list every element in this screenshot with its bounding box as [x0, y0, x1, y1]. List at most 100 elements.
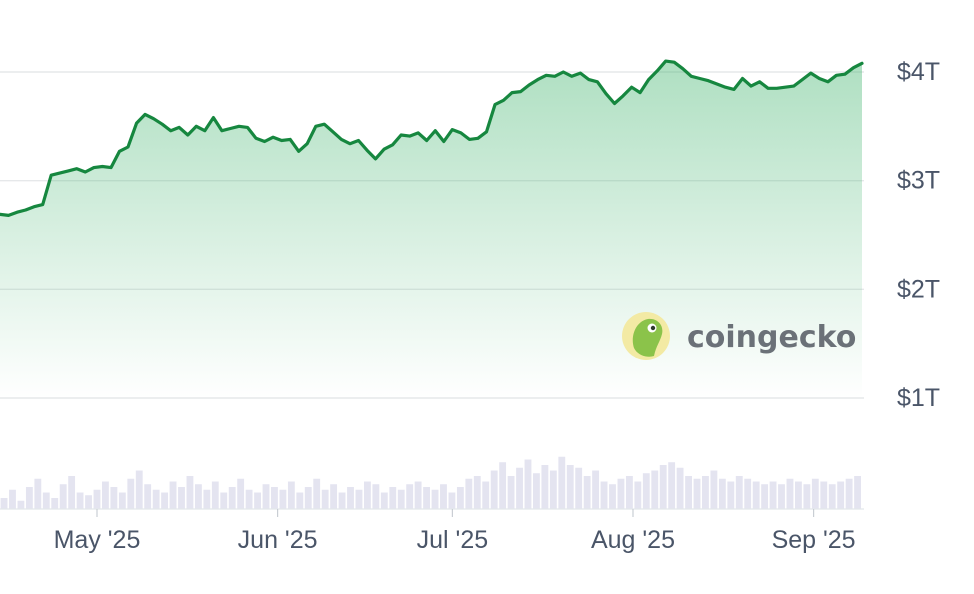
volume-bar [296, 492, 304, 509]
volume-bar [609, 484, 616, 509]
volume-bar [237, 478, 245, 509]
volume-bar [769, 481, 777, 509]
volume-bar [211, 481, 219, 509]
volume-bar [456, 487, 464, 509]
volume-bar [118, 492, 126, 509]
volume-bar [727, 481, 735, 509]
volume-bar [592, 470, 600, 509]
volume-bar [51, 498, 59, 509]
volume-bar [245, 489, 253, 509]
volume-bar [355, 489, 363, 509]
volume-bar [287, 481, 295, 509]
volume-bar [321, 489, 329, 509]
volume-bar [659, 465, 667, 509]
volume-bar [583, 476, 591, 509]
volume-bar [0, 498, 8, 509]
volume-bar [42, 492, 50, 509]
volume-bar [93, 489, 101, 509]
volume-bar [34, 478, 42, 509]
volume-bar [685, 476, 692, 509]
x-tick-label: May '25 [54, 526, 141, 554]
volume-bar [135, 470, 143, 509]
gecko-pupil-icon [650, 325, 656, 331]
volume-bar [397, 489, 405, 509]
volume-bar [127, 478, 135, 509]
volume-bar [735, 476, 743, 509]
volume-bar [507, 476, 515, 509]
volume-bar [330, 484, 338, 509]
volume-bar [575, 467, 583, 509]
volume-bar [347, 487, 354, 509]
volume-bar [541, 465, 549, 509]
volume-bar [625, 476, 633, 509]
volume-bar [68, 476, 76, 509]
volume-bar [516, 467, 523, 509]
volume-bar [524, 459, 532, 509]
y-tick-label: $1T [897, 384, 940, 412]
volume-bar [431, 489, 439, 509]
volume-bar [744, 478, 752, 509]
volume-bar [761, 484, 769, 509]
x-axis: May '25 Jun '25 Jul '25 Aug '25 Sep '25 [54, 509, 856, 554]
volume-bar [693, 478, 701, 509]
y-tick-label: $3T [897, 167, 940, 195]
volume-bar [304, 487, 312, 509]
volume-bar [533, 473, 540, 509]
volume-bar [152, 489, 160, 509]
y-tick-label: $2T [897, 275, 940, 303]
volume-bar [380, 492, 388, 509]
volume-bar [279, 489, 287, 509]
volume-bar [828, 484, 836, 509]
volume-bar [262, 484, 270, 509]
volume-bar [634, 481, 642, 509]
volume-bar [448, 492, 456, 509]
x-tick-label: Sep '25 [772, 526, 856, 554]
volume-bar [778, 484, 785, 509]
volume-bar [194, 484, 202, 509]
volume-bar [845, 478, 853, 509]
volume-bar [220, 492, 228, 509]
volume-bar [465, 478, 473, 509]
volume-bar [406, 484, 414, 509]
volume-bar [549, 470, 557, 509]
volume-bar [837, 481, 845, 509]
watermark-text: coingecko [687, 320, 856, 355]
volume-bar [499, 462, 507, 509]
volume-bar [9, 489, 16, 509]
volume-bar [820, 481, 828, 509]
volume-bar [25, 487, 33, 509]
coingecko-watermark: coingecko [622, 312, 856, 360]
volume-bar [110, 487, 118, 509]
volume-bar [169, 481, 177, 509]
x-tick-label: Jul '25 [417, 526, 488, 554]
volume-bar [85, 495, 92, 509]
volume-bar [17, 500, 25, 509]
volume-bar [313, 478, 321, 509]
x-tick-label: Aug '25 [591, 526, 675, 554]
y-tick-label: $4T [897, 58, 940, 86]
volume-bar [676, 467, 684, 509]
volume-bar [144, 484, 152, 509]
volume-bars [0, 456, 861, 509]
volume-bar [372, 484, 380, 509]
volume-bar [389, 487, 397, 509]
volume-bar [752, 481, 760, 509]
x-tick-label: Jun '25 [238, 526, 318, 554]
volume-bar [203, 489, 211, 509]
volume-bar [642, 473, 650, 509]
volume-bar [228, 487, 236, 509]
volume-bar [794, 481, 802, 509]
volume-bar [786, 478, 794, 509]
volume-bar [651, 470, 659, 509]
volume-bar [271, 487, 278, 509]
volume-bar [718, 478, 726, 509]
volume-bar [414, 481, 422, 509]
price-line[interactable] [0, 59, 864, 217]
volume-bar [473, 476, 481, 509]
volume-bar [854, 476, 861, 509]
volume-bar [702, 476, 709, 509]
volume-bar [566, 465, 574, 509]
volume-bar [254, 492, 261, 509]
